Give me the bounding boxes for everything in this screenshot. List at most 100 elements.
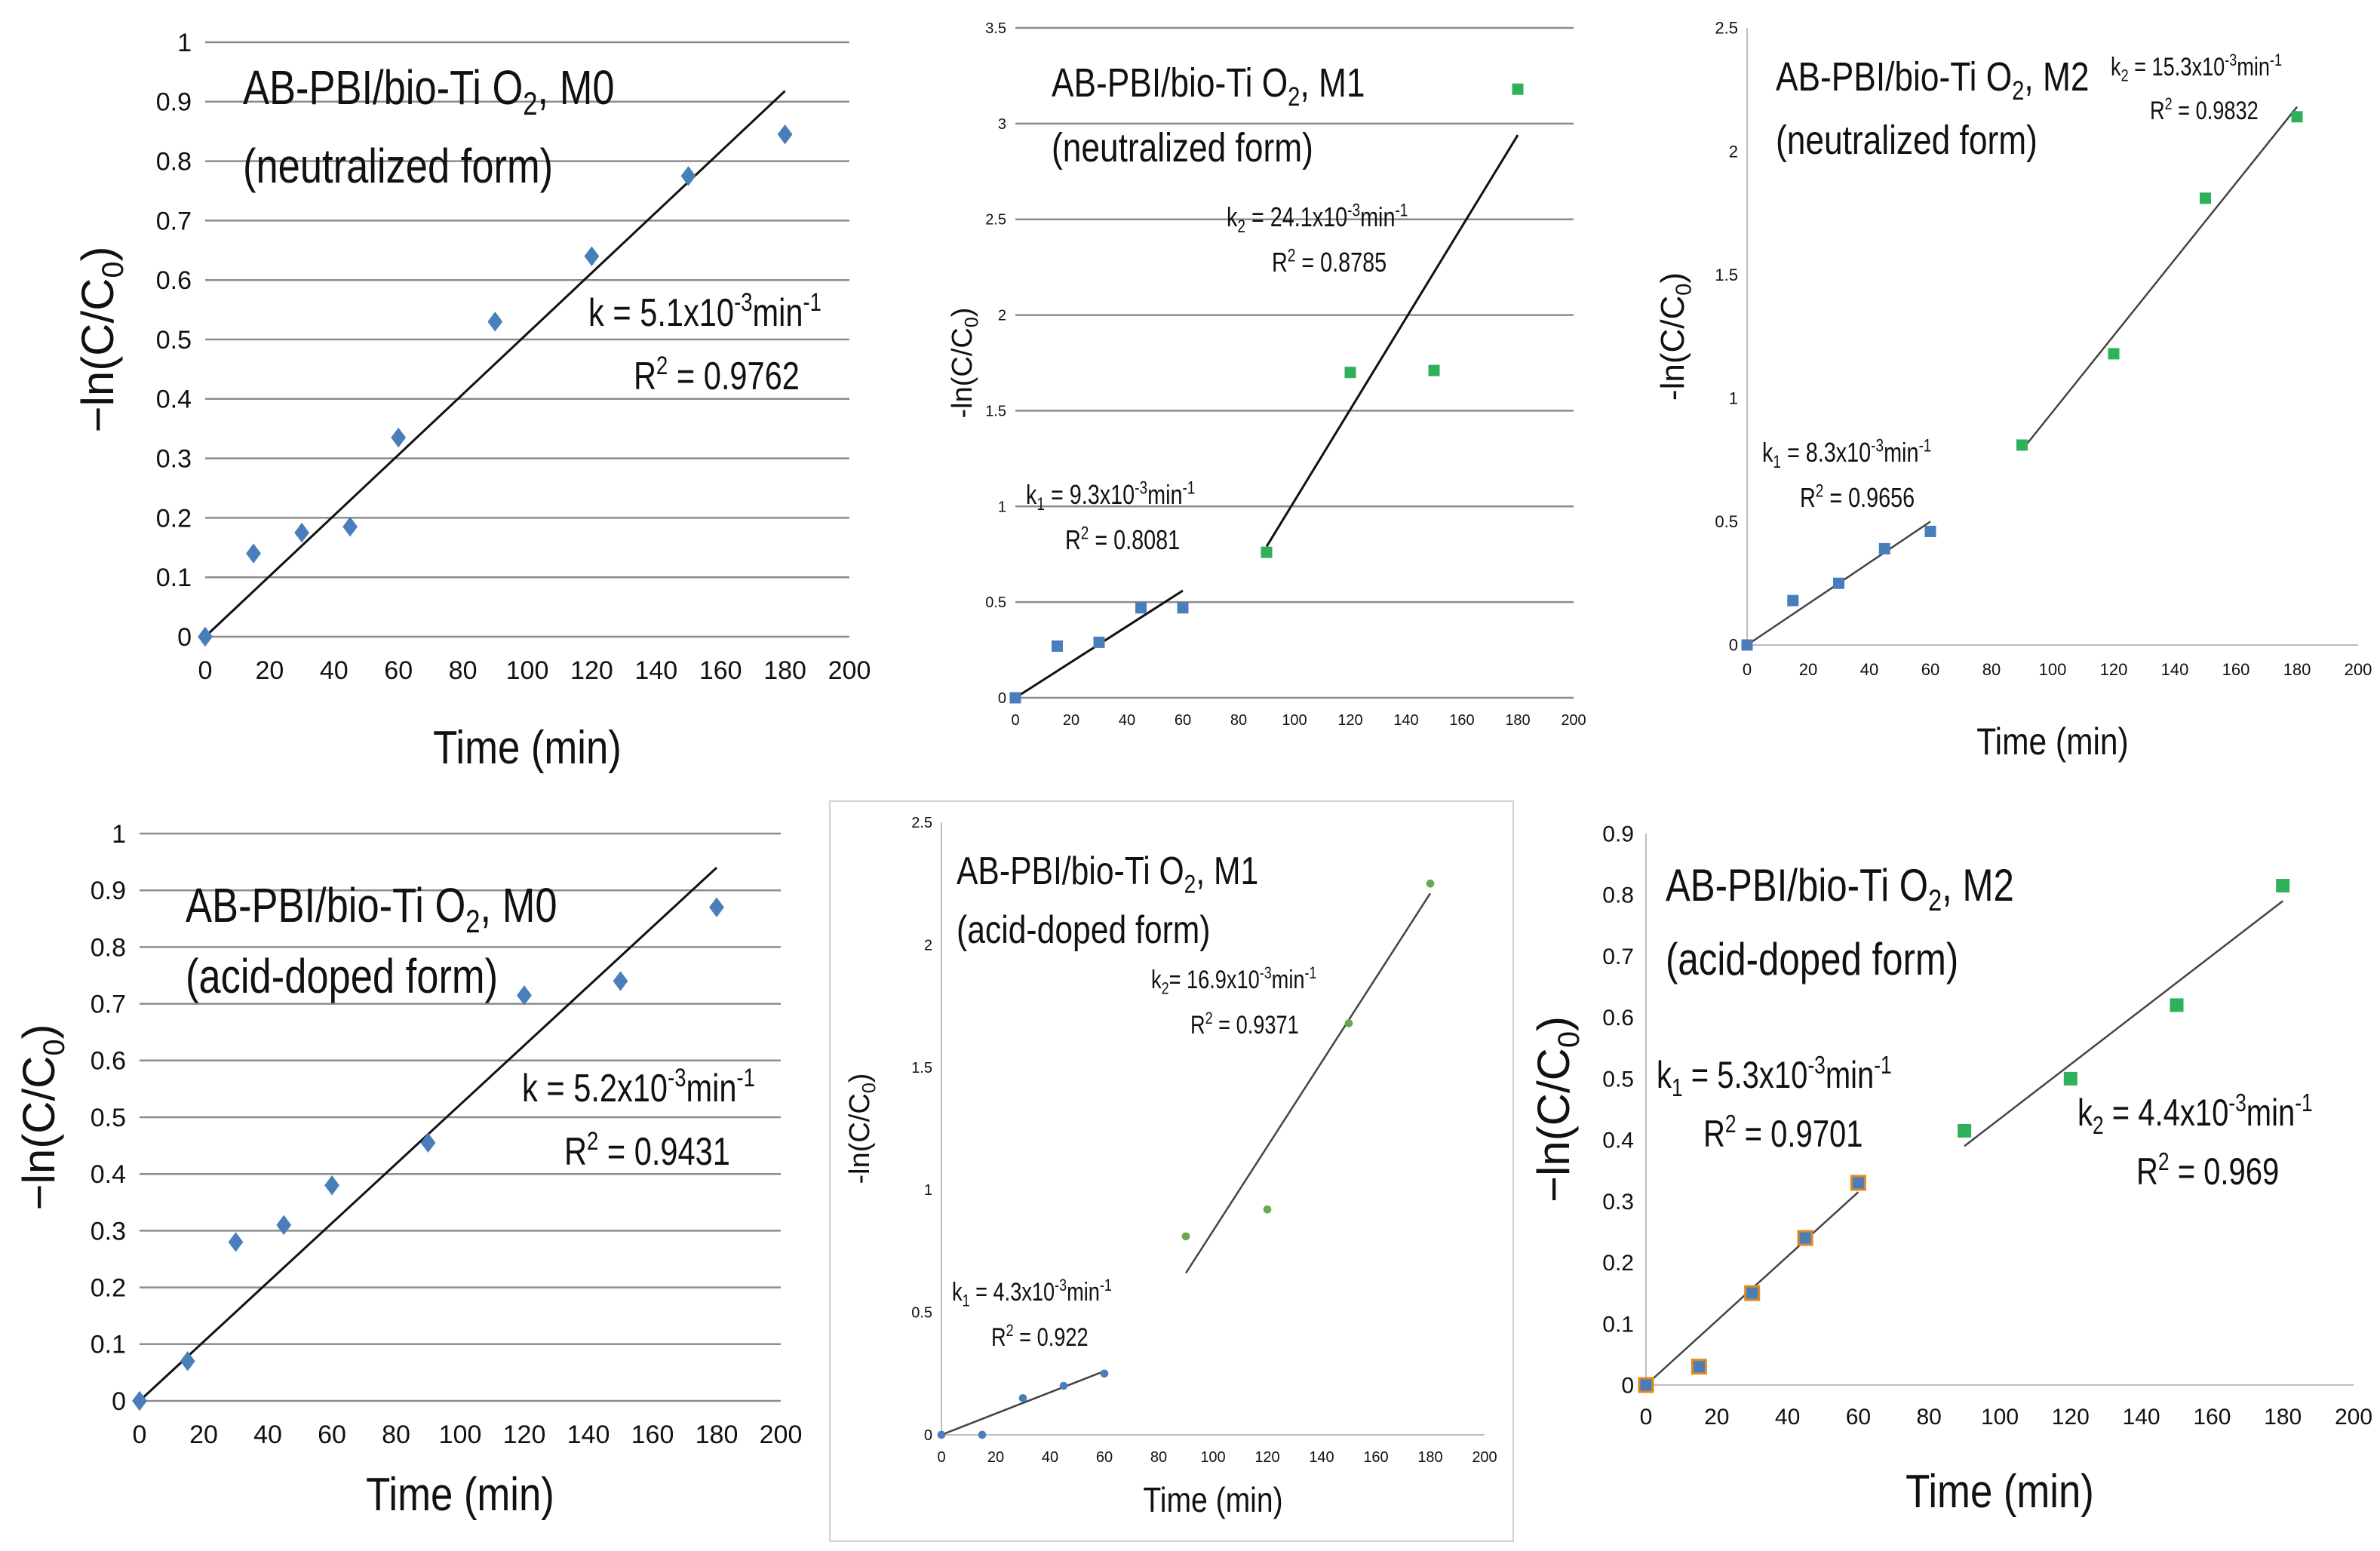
x-tick-label: 120 xyxy=(2052,1405,2090,1430)
data-point xyxy=(1638,1377,1654,1393)
x-tick-label: 60 xyxy=(318,1420,346,1449)
y-tick-label: 0.5 xyxy=(1715,512,1738,531)
x-tick-label: 140 xyxy=(634,656,677,685)
data-point xyxy=(1344,1019,1353,1027)
x-tick-label: 40 xyxy=(1775,1405,1800,1430)
r-squared-label: R2 = 0.9431 xyxy=(564,1126,730,1173)
x-tick-label: 140 xyxy=(1309,1449,1334,1466)
x-tick-label: 20 xyxy=(189,1420,218,1449)
rate-constant-label: k1 = 4.3x10-3min-1 xyxy=(952,1276,1112,1310)
y-tick-label: 1 xyxy=(177,29,192,57)
x-axis-label: Time (min) xyxy=(1976,720,2128,763)
data-point xyxy=(228,1232,244,1252)
data-point xyxy=(276,1215,292,1236)
y-tick-label: 0 xyxy=(924,1427,932,1444)
data-point xyxy=(132,1390,147,1411)
y-tick-label: 0.8 xyxy=(156,148,192,177)
data-point xyxy=(324,1175,339,1196)
y-tick-label: 0.2 xyxy=(1602,1251,1634,1276)
x-tick-label: 40 xyxy=(1860,660,1878,679)
chart-m1-acid: 0 0.5 1 1.5 2 2.5 0 20 40 60 80 100 120 140 160 180 200 A… xyxy=(829,800,1514,1542)
y-tick-label: 0.5 xyxy=(1602,1067,1634,1092)
y-tick-label: 0 xyxy=(1729,636,1738,655)
chart-title: AB-PBI/bio-Ti O2, M2 xyxy=(1776,54,2090,106)
y-tick-label: 0 xyxy=(1621,1374,1634,1399)
y-tick-label: 0.6 xyxy=(156,266,192,295)
y-axis-label: -ln(C/C0) xyxy=(1654,272,1697,401)
data-point xyxy=(937,1430,946,1439)
x-tick-label: 200 xyxy=(1472,1449,1497,1466)
x-tick-label: 40 xyxy=(1119,712,1135,729)
x-tick-label: 180 xyxy=(763,656,806,685)
r-squared-label: R2 = 0.9371 xyxy=(1190,1009,1299,1039)
y-tick-label: 1 xyxy=(112,820,126,849)
x-tick-label: 60 xyxy=(384,656,413,685)
x-tick-label: 60 xyxy=(1096,1449,1113,1466)
data-point xyxy=(1833,577,1844,589)
x-tick-label: 0 xyxy=(1743,660,1752,679)
data-point xyxy=(1181,1232,1190,1241)
x-axis-label: Time (min) xyxy=(433,722,622,774)
data-point xyxy=(1691,1359,1707,1375)
x-tick-label: 20 xyxy=(987,1449,1004,1466)
x-tick-label: 0 xyxy=(1640,1405,1653,1430)
x-tick-label: 0 xyxy=(1011,712,1019,729)
x-tick-label: 140 xyxy=(1393,712,1418,729)
x-tick-label: 20 xyxy=(255,656,284,685)
chart-m0-neutral: 0 0.1 0.2 0.3 0.4 0.5 0.6 0.7 0.8 0.9 1 0 20 40 60 80 10… xyxy=(72,29,871,774)
data-point xyxy=(420,1132,436,1153)
chart-m2-acid: 0 0.1 0.2 0.3 0.4 0.5 0.6 0.7 0.8 0.9 0 20 40 60 80 100… xyxy=(1528,822,2372,1519)
y-tick-label: 0.9 xyxy=(156,88,192,117)
data-point xyxy=(1744,1285,1761,1301)
x-tick-label: 200 xyxy=(2335,1405,2372,1430)
chart-m0-acid: 0 0.1 0.2 0.3 0.4 0.5 0.6 0.7 0.8 0.9 1 0 20 40 60 80 10… xyxy=(14,820,802,1521)
data-point xyxy=(680,166,696,186)
r-squared-label: R2 = 0.8081 xyxy=(1065,523,1180,554)
y-tick-label: 0.7 xyxy=(1602,944,1634,969)
y-tick-label: 0.4 xyxy=(1602,1129,1634,1153)
x-tick-label: 160 xyxy=(1449,712,1474,729)
data-point xyxy=(1263,1205,1272,1214)
y-tick-label: 2.5 xyxy=(1715,19,1738,38)
y-tick-label: 1 xyxy=(998,499,1006,515)
rate-constant-label: k = 5.1x10-3min-1 xyxy=(588,287,821,334)
r-squared-label: R2 = 0.922 xyxy=(991,1322,1089,1351)
x-tick-label: 100 xyxy=(1200,1449,1225,1466)
rate-constant-label: k1 = 8.3x10-3min-1 xyxy=(1762,435,1931,471)
y-tick-label: 0.2 xyxy=(156,504,192,533)
y-tick-label: 0 xyxy=(998,690,1006,707)
data-point xyxy=(1018,1393,1027,1402)
data-point xyxy=(777,124,793,145)
x-tick-label: 140 xyxy=(2161,660,2189,679)
x-tick-label: 80 xyxy=(449,656,478,685)
y-tick-label: 0.2 xyxy=(91,1274,126,1303)
chart-title: AB-PBI/bio-Ti O2, M1 xyxy=(957,849,1258,898)
rate-constant-label: k2 = 15.3x10-3min-1 xyxy=(2111,51,2282,85)
r-squared-label: R2 = 0.9701 xyxy=(1703,1110,1863,1155)
r-squared-label: R2 = 0.9762 xyxy=(634,351,800,398)
y-axis-label: -ln(C/C0) xyxy=(947,308,982,419)
x-tick-label: 80 xyxy=(1230,712,1247,729)
rate-constant-label: k2= 16.9x10-3min-1 xyxy=(1151,964,1316,998)
y-tick-label: 2 xyxy=(998,308,1006,324)
y-tick-label: 0.7 xyxy=(156,207,192,235)
data-point xyxy=(517,985,532,1006)
y-tick-label: 0.3 xyxy=(1602,1190,1634,1215)
rate-constant-label: k2 = 4.4x10-3min-1 xyxy=(2078,1089,2313,1139)
data-point xyxy=(1426,879,1435,888)
data-point xyxy=(1261,546,1273,558)
x-tick-label: 60 xyxy=(1175,712,1191,729)
data-point xyxy=(294,522,309,543)
chart-m1-neutral: 0 0.5 1 1.5 2 2.5 3 3.5 0 20 40 60 80 100 120 140 160 180… xyxy=(947,20,1586,729)
data-point xyxy=(2108,348,2120,360)
y-axis-label: −ln(C/C0) xyxy=(14,1024,71,1210)
data-point xyxy=(1052,640,1063,652)
y-tick-label: 0.9 xyxy=(1602,822,1634,847)
data-point xyxy=(1787,594,1799,607)
data-point xyxy=(180,1351,195,1371)
x-tick-label: 80 xyxy=(1150,1449,1167,1466)
r-squared-label: R2 = 0.9656 xyxy=(1800,481,1915,512)
y-tick-label: 0.1 xyxy=(91,1331,126,1359)
data-point xyxy=(1797,1230,1813,1246)
